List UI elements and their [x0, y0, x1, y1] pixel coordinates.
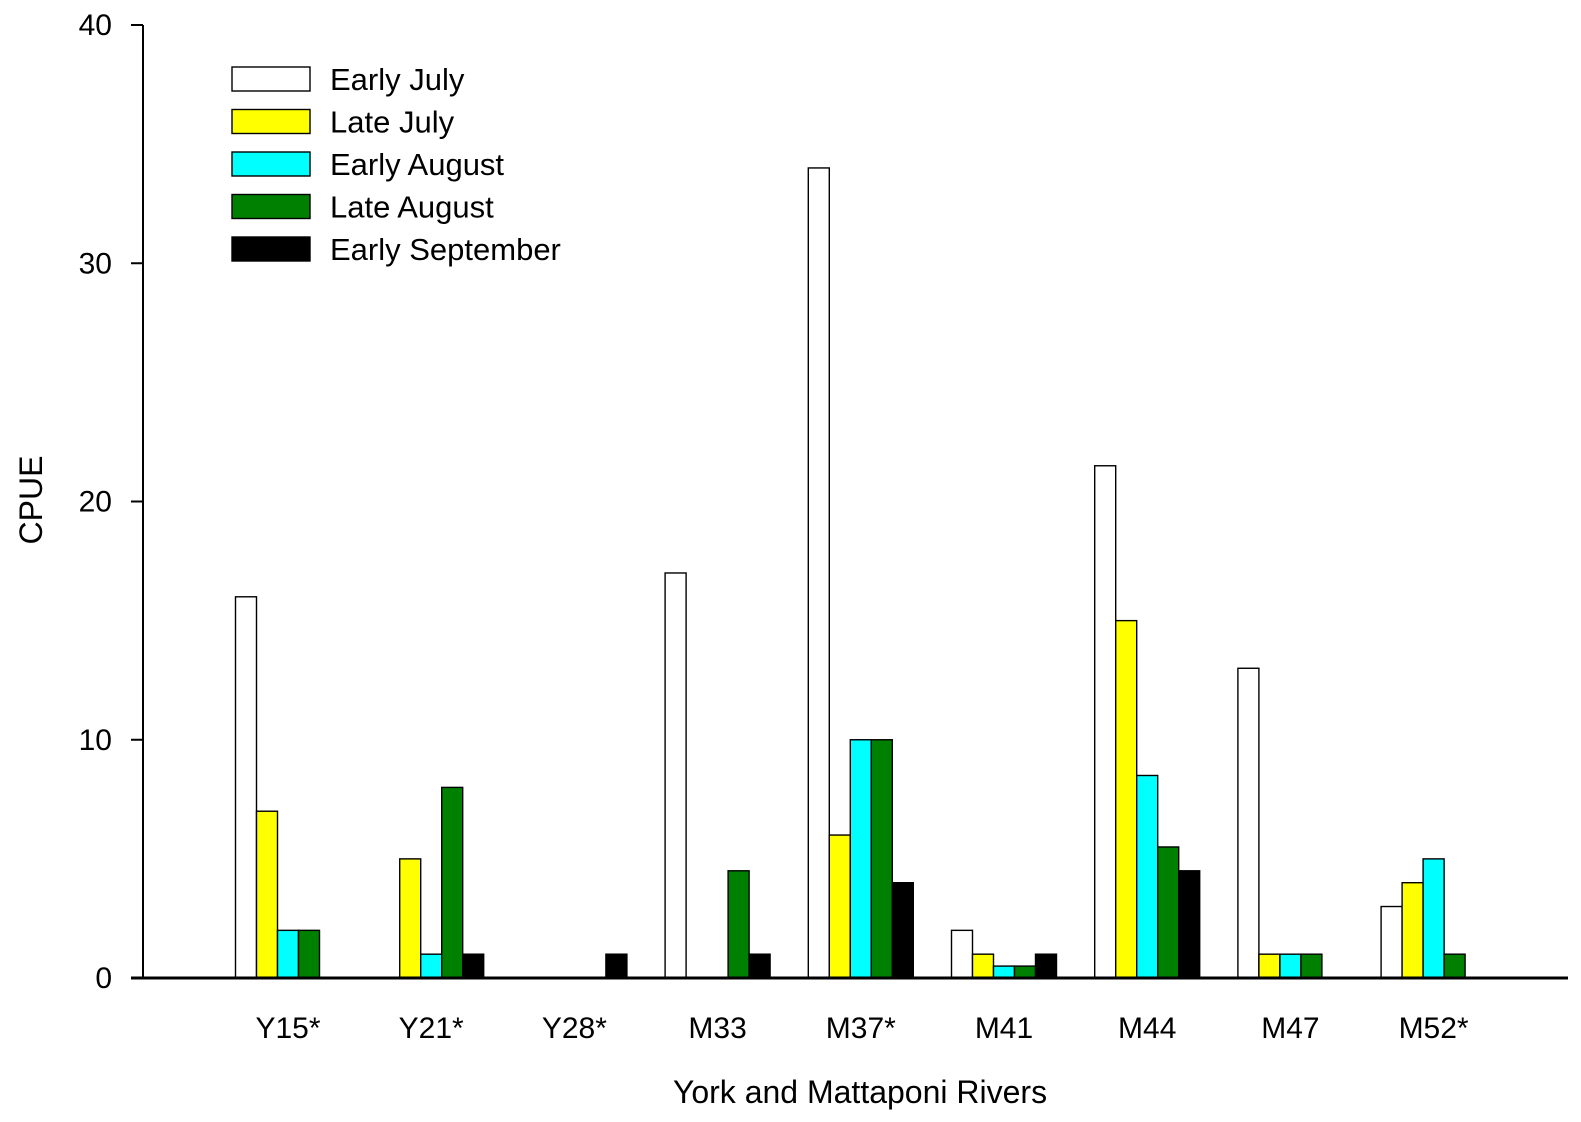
y-tick-label-30: 30: [79, 247, 112, 280]
x-tick-label-m52: M52*: [1399, 1012, 1469, 1045]
bar-m37-late-july: [828, 834, 851, 979]
bar-m44-early-july: [1093, 465, 1117, 979]
x-tick-label-m47: M47: [1261, 1012, 1319, 1045]
bar-y21-late-august: [441, 786, 464, 979]
bar-m44-late-august: [1156, 846, 1180, 979]
bar-m47-early-july: [1237, 667, 1260, 979]
bar-m41-late-august: [1013, 965, 1037, 979]
legend-swatch-early-september: [231, 236, 311, 262]
legend-label-early-august: Early August: [330, 147, 504, 182]
bar-m37-early-august: [849, 739, 872, 979]
bar-y21-early-september: [462, 953, 485, 979]
bar-m37-early-september: [891, 882, 914, 979]
bar-y28-early-september: [605, 953, 628, 979]
y-tick-label-10: 10: [79, 724, 112, 757]
bar-m44-late-july: [1114, 619, 1138, 979]
bar-m52-late-july: [1401, 882, 1424, 979]
bar-m52-early-august: [1422, 858, 1445, 979]
legend-swatch-late-august: [231, 193, 311, 220]
x-tick-label-m41: M41: [975, 1012, 1033, 1045]
legend: Early July Late July Early August Late Augu…: [231, 62, 561, 267]
axes-layer: Y15* Y21* Y28* M33 M37* M41 M44 M47 M52* 0 10 20 30 4…: [79, 9, 1568, 1045]
bar-m37-early-july: [807, 167, 830, 979]
y-tick-label-0: 0: [95, 962, 112, 995]
bar-y15-late-august: [297, 929, 321, 979]
bar-m44-early-september: [1177, 870, 1201, 979]
x-tick-label-y28: Y28*: [542, 1012, 607, 1045]
bar-m47-late-july: [1258, 953, 1281, 979]
bar-m41-late-july: [971, 953, 995, 979]
x-tick-label-m33: M33: [688, 1012, 746, 1045]
bar-y21-late-july: [399, 858, 422, 979]
bar-y15-early-august: [276, 929, 300, 979]
legend-swatch-early-july: [231, 66, 311, 92]
legend-label-late-august: Late August: [330, 190, 494, 225]
bar-m44-early-august: [1135, 774, 1159, 979]
x-tick-label-y15: Y15*: [255, 1012, 320, 1045]
bars-layer: [234, 167, 1466, 979]
x-tick-label-m44: M44: [1118, 1012, 1176, 1045]
bar-m41-early-july: [950, 929, 974, 979]
legend-swatch-early-august: [231, 151, 311, 177]
y-tick-label-20: 20: [79, 486, 112, 519]
bar-y21-early-august: [420, 953, 443, 979]
legend-swatch-late-july: [231, 108, 311, 135]
x-tick-label-y21: Y21*: [399, 1012, 464, 1045]
legend-label-early-july: Early July: [330, 62, 465, 97]
bar-y15-late-july: [255, 810, 279, 979]
bar-m41-early-august: [992, 965, 1016, 979]
x-tick-label-m37: M37*: [826, 1012, 896, 1045]
bar-m33-early-july: [664, 572, 687, 979]
bar-m37-late-august: [870, 739, 893, 979]
bar-m47-late-august: [1300, 953, 1323, 979]
bar-m52-late-august: [1443, 953, 1466, 979]
y-tick-label-40: 40: [79, 9, 112, 42]
legend-label-late-july: Late July: [330, 105, 455, 140]
bar-y15-early-july: [234, 596, 258, 979]
y-axis-title: CPUE: [13, 456, 49, 545]
x-axis-title: York and Mattaponi Rivers: [673, 1074, 1047, 1110]
bar-m52-early-july: [1380, 905, 1403, 979]
bar-m33-early-september: [748, 953, 771, 979]
bar-m41-early-september: [1034, 953, 1058, 979]
legend-label-early-september: Early September: [330, 232, 561, 267]
bar-m47-early-august: [1279, 953, 1302, 979]
bar-m33-late-august: [727, 870, 750, 979]
